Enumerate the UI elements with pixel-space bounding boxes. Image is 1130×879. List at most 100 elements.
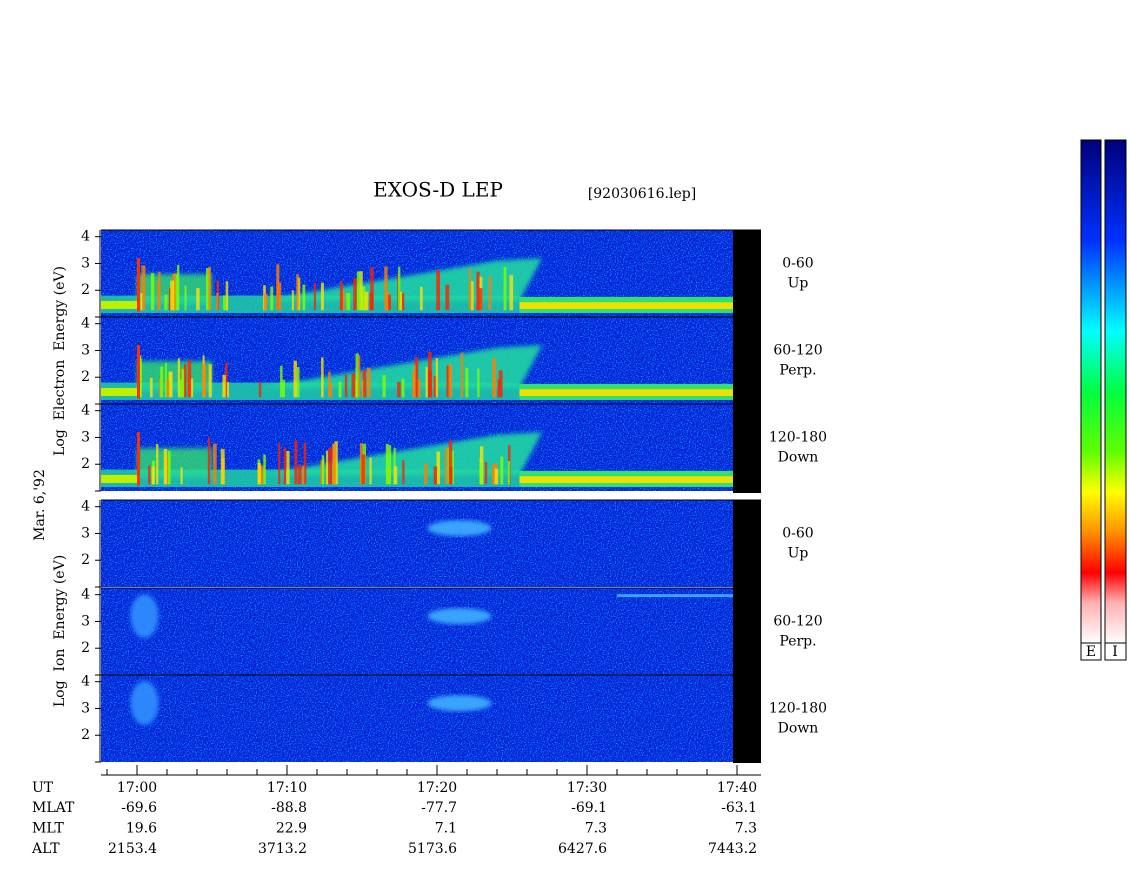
feature	[101, 300, 137, 309]
feature	[130, 594, 159, 639]
streak	[358, 355, 361, 398]
streak	[446, 365, 450, 398]
streak	[460, 352, 464, 398]
streak	[356, 271, 361, 311]
pitch-direction: Up	[788, 546, 809, 562]
streak	[338, 381, 342, 398]
streak	[294, 440, 298, 485]
streak	[401, 378, 405, 398]
color-bar-box	[1104, 642, 1127, 661]
y-tick-label: 4	[81, 316, 90, 332]
streak	[222, 374, 226, 398]
streak	[291, 290, 294, 311]
streak	[140, 292, 143, 311]
noise	[101, 588, 733, 675]
streak	[370, 267, 374, 311]
streak	[278, 443, 281, 485]
pitch-angle: 0-60	[782, 526, 813, 542]
row-label: MLT	[32, 821, 64, 837]
streak	[479, 462, 483, 485]
streak	[208, 364, 212, 398]
streak	[428, 371, 432, 398]
feature	[101, 474, 137, 483]
data-gap	[733, 230, 761, 493]
spectrogram	[101, 587, 761, 675]
x-tick-label: 17:40	[717, 780, 757, 796]
orbit-value: 2153.4	[108, 841, 157, 857]
pitch-angle: 60-120	[773, 614, 822, 630]
orbit-value: 7.1	[435, 821, 457, 837]
color-bar-label: E	[1086, 644, 1096, 660]
streak	[141, 265, 146, 311]
date: Mar. 6,'92	[32, 469, 48, 541]
pitch-direction: Up	[788, 276, 809, 292]
streak	[280, 365, 283, 398]
streak	[353, 278, 357, 311]
streak	[263, 454, 266, 485]
streak	[369, 457, 372, 485]
y-tick-label: 2	[81, 552, 90, 568]
streak	[503, 267, 507, 311]
feature	[519, 302, 733, 309]
streak	[286, 450, 290, 485]
streak	[225, 281, 229, 311]
streak	[436, 451, 441, 485]
streak	[220, 449, 225, 485]
streak	[492, 358, 497, 398]
streak	[382, 375, 386, 398]
streak	[137, 432, 140, 486]
streak	[148, 465, 151, 485]
spectrogram	[101, 674, 761, 762]
x-tick-label: 17:30	[567, 780, 607, 796]
streak	[225, 362, 228, 398]
spectrogram	[101, 403, 761, 491]
streak	[321, 357, 324, 398]
noise	[101, 500, 733, 587]
streak	[156, 443, 159, 485]
streak	[498, 370, 503, 398]
y-tick-label: 3	[81, 429, 90, 445]
streak	[260, 465, 264, 485]
streak	[478, 288, 483, 311]
orbit-value: 7.3	[585, 821, 607, 837]
streak	[393, 466, 398, 485]
y-tick-label: 4	[81, 499, 90, 515]
streak	[367, 367, 371, 398]
pitch-angle: 120-180	[769, 430, 827, 446]
streak	[189, 378, 194, 398]
orbit-value: -69.1	[571, 800, 607, 816]
streak	[226, 382, 229, 398]
streak	[297, 277, 301, 311]
streak	[484, 462, 488, 485]
orbit-value: 19.6	[126, 821, 157, 837]
streak	[264, 293, 268, 311]
streak	[401, 292, 405, 311]
streak	[488, 276, 492, 311]
streak	[397, 382, 401, 398]
streak	[184, 285, 187, 311]
streak	[494, 468, 499, 485]
pitch-direction: Perp.	[779, 634, 816, 650]
streak	[449, 466, 453, 485]
streak	[216, 292, 219, 311]
streak	[167, 450, 171, 485]
streak	[425, 366, 428, 398]
streak	[436, 270, 441, 311]
streak	[296, 367, 300, 398]
streak	[164, 362, 168, 398]
streak	[393, 447, 396, 485]
streak	[362, 370, 367, 398]
feature	[130, 681, 159, 726]
streak	[388, 445, 392, 485]
streak	[413, 365, 416, 398]
streak	[444, 447, 448, 485]
streak	[168, 371, 173, 398]
streak	[303, 442, 307, 485]
streak	[297, 465, 302, 485]
streak	[282, 379, 285, 398]
streak	[419, 286, 423, 311]
streak	[388, 294, 391, 311]
orbit-value: 7.3	[735, 821, 757, 837]
streak	[398, 266, 401, 311]
